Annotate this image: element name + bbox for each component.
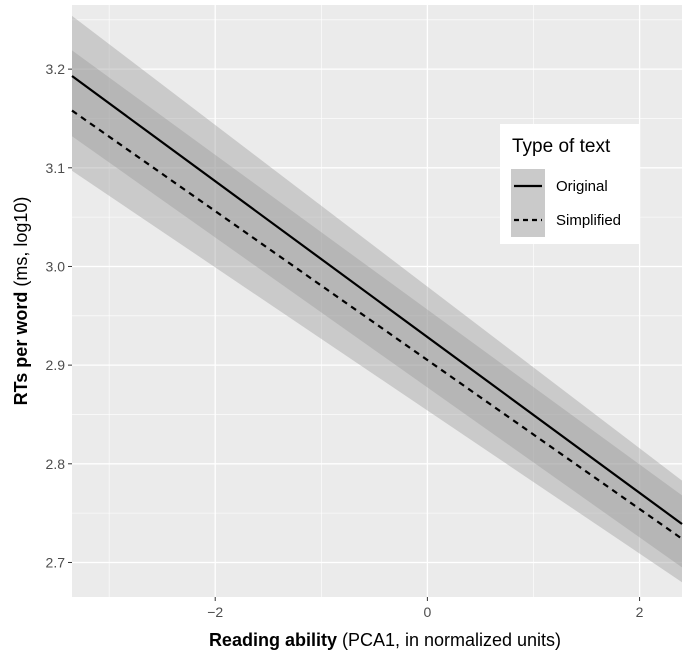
y-tick-label-0: 2.7 [46, 554, 66, 570]
legend-label-original: Original [556, 178, 608, 195]
line-original [71, 75, 683, 525]
legend: Type of text Original Simplified [500, 124, 640, 244]
legend-title: Type of text [512, 136, 611, 157]
y-tick-label-5: 3.2 [46, 61, 66, 77]
regression-lines [71, 75, 683, 540]
y-tick-label-1: 2.8 [46, 456, 66, 472]
line-simplified [71, 109, 683, 540]
x-axis-title: Reading ability (PCA1, in normalized uni… [209, 630, 561, 650]
y-tick-label-4: 3.1 [46, 160, 66, 176]
legend-key-original [511, 169, 545, 203]
y-axis-title: RTs per word (ms, log10) [11, 197, 31, 406]
x-axis-title-rest: (PCA1, in normalized units) [337, 630, 561, 650]
confidence-ribbons [72, 15, 682, 583]
y-axis-title-bold: RTs per word [11, 292, 31, 406]
legend-key-simplified [511, 203, 545, 237]
y-tick-label-2: 2.9 [46, 357, 66, 373]
ribbon-original [72, 15, 682, 568]
axis-ticks: 2.7 2.8 2.9 3.0 3.1 3.2 −2 0 2 [46, 61, 644, 620]
ribbon-simplified [72, 50, 682, 583]
y-tick-label-3: 3.0 [46, 258, 66, 274]
x-axis-title-bold: Reading ability [209, 630, 337, 650]
y-axis-title-rest: (ms, log10) [11, 197, 31, 292]
legend-label-simplified: Simplified [556, 212, 621, 229]
x-tick-label-2: 2 [636, 604, 644, 620]
x-tick-label-1: 0 [423, 604, 431, 620]
grid [72, 5, 682, 597]
x-tick-label-0: −2 [207, 604, 223, 620]
